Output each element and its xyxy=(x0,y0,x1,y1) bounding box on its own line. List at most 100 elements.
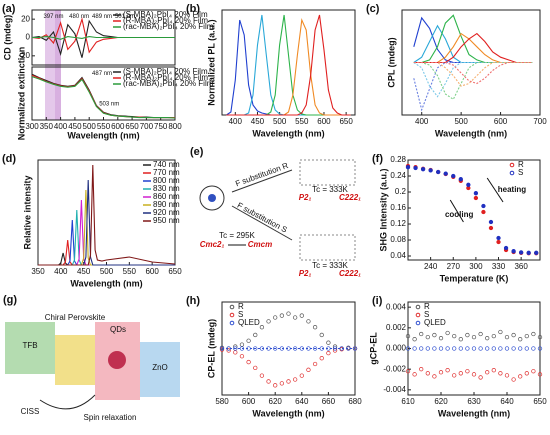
point xyxy=(306,319,311,324)
y-tick-label: -0.004 xyxy=(383,385,406,394)
x-axis-label: Wavelength (nm) xyxy=(252,408,324,418)
legend-swatch xyxy=(415,304,421,310)
point xyxy=(491,333,496,339)
point xyxy=(537,372,543,377)
arrow xyxy=(39,394,96,410)
legend-label: R xyxy=(424,302,430,311)
point xyxy=(511,346,516,351)
phase: P2₁ xyxy=(299,193,312,202)
legend-label: 830 nm xyxy=(153,184,180,193)
point xyxy=(478,346,483,351)
legend-label: (rac-MBA)₂PbI₄ 20% Film xyxy=(123,79,214,88)
legend-swatch xyxy=(229,304,235,310)
x-tick-label: 450 xyxy=(68,122,82,131)
x-tick-label: 620 xyxy=(434,397,448,406)
point xyxy=(511,249,516,254)
atom xyxy=(208,194,216,202)
panel-label: (a) xyxy=(2,3,16,15)
y-tick-label: 0.002 xyxy=(386,323,407,332)
point xyxy=(488,225,494,231)
x-tick-label: 630 xyxy=(467,397,481,406)
y-axis-label: CP-EL (mdeg) xyxy=(206,319,216,378)
point xyxy=(436,169,441,175)
x-tick-label: 550 xyxy=(123,267,137,276)
point xyxy=(279,313,285,318)
annotation: 501 nm xyxy=(115,14,135,20)
point xyxy=(452,346,457,351)
point xyxy=(496,239,501,245)
x-tick-label: 650 xyxy=(533,397,547,406)
y-axis-label: gCP-EL xyxy=(368,332,378,365)
x-tick-label: 650 xyxy=(125,122,139,131)
x-axis-label: Wavelength (nm) xyxy=(438,408,510,418)
point xyxy=(478,375,483,380)
point xyxy=(273,346,278,351)
point xyxy=(319,332,324,338)
panel-label: (c) xyxy=(366,3,380,15)
x-tick-label: 300 xyxy=(469,262,483,271)
x-tick-label: 680 xyxy=(348,397,362,406)
point xyxy=(511,377,516,382)
point xyxy=(419,367,424,372)
point xyxy=(405,165,411,170)
point xyxy=(299,373,304,378)
point xyxy=(259,325,265,330)
x-tick-label: 350 xyxy=(40,122,54,131)
point xyxy=(326,351,331,356)
point xyxy=(503,245,509,251)
x-tick-label: 640 xyxy=(500,397,514,406)
x-tick-label: 600 xyxy=(145,267,159,276)
point xyxy=(534,250,539,255)
legend-label: S xyxy=(518,168,523,177)
point xyxy=(518,337,523,342)
point xyxy=(432,346,437,351)
point xyxy=(246,359,251,365)
arrow xyxy=(231,169,293,193)
point xyxy=(319,356,324,361)
legend-label: R xyxy=(238,302,244,311)
legend-label: S xyxy=(238,310,243,319)
point xyxy=(273,315,278,320)
y-axis-label: Normalized PL (a.u.) xyxy=(206,19,216,105)
panel-label: (g) xyxy=(3,294,17,306)
x-tick-label: 700 xyxy=(140,122,154,131)
plot-frame xyxy=(401,9,541,116)
point xyxy=(286,311,291,316)
point xyxy=(524,333,529,339)
x-tick-label: 240 xyxy=(424,262,438,271)
series-line xyxy=(413,61,533,112)
legend-swatch xyxy=(509,170,515,176)
series-line xyxy=(38,219,175,266)
point xyxy=(471,334,477,340)
x-tick-label: 550 xyxy=(295,117,309,126)
layer-label: ZnO xyxy=(152,363,168,372)
y-tick-label: 0 xyxy=(26,33,31,42)
panel-label: (b) xyxy=(186,3,200,15)
diagram-e: (e) F substitution R F substitution S Cm… xyxy=(190,146,361,278)
point xyxy=(498,346,503,351)
point xyxy=(438,336,444,341)
point xyxy=(504,346,510,351)
point xyxy=(266,319,271,324)
point xyxy=(438,346,444,351)
legend-swatch xyxy=(415,320,421,326)
y-tick-label: 0.004 xyxy=(386,302,407,311)
series-line xyxy=(226,19,351,116)
panel-label: (h) xyxy=(186,295,200,307)
annotation: 489 nm xyxy=(92,14,112,20)
x-tick-label: 600 xyxy=(494,117,508,126)
series-line xyxy=(413,14,533,64)
x-tick-label: 400 xyxy=(54,267,68,276)
route-label: F substitution R xyxy=(234,161,290,189)
point xyxy=(465,369,470,374)
x-tick-label: 400 xyxy=(415,117,429,126)
point xyxy=(537,346,543,351)
arrow xyxy=(486,177,504,203)
panel-label: (d) xyxy=(2,153,16,165)
legend-label: 860 nm xyxy=(153,192,180,201)
series-line xyxy=(413,61,533,101)
point xyxy=(306,367,311,372)
point xyxy=(412,372,417,377)
point xyxy=(405,333,411,339)
point xyxy=(239,354,245,359)
